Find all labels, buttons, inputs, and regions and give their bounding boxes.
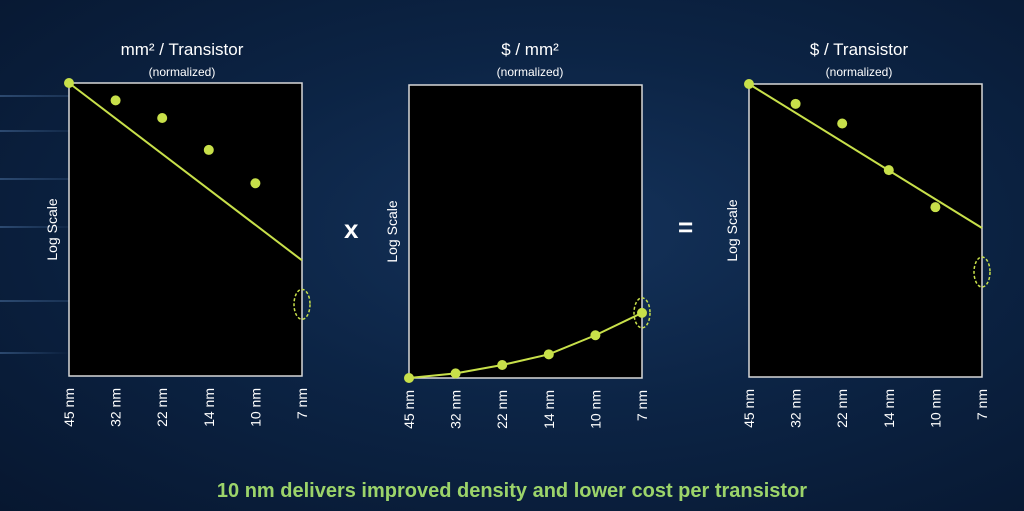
data-point	[590, 330, 601, 341]
highlight-ellipse	[293, 288, 311, 321]
plot-area	[408, 84, 643, 379]
data-point	[790, 98, 801, 109]
x-tick-label: 22 nm	[154, 388, 170, 427]
x-tick-label: 10 nm	[927, 389, 943, 428]
x-tick-label: 14 nm	[201, 388, 217, 427]
trend-line	[748, 83, 983, 229]
highlight-ellipse	[633, 297, 651, 329]
x-tick-label: 10 nm	[247, 388, 263, 427]
background-streak	[0, 130, 90, 132]
y-axis-label: Log Scale	[44, 198, 60, 260]
data-point	[543, 349, 554, 360]
data-point	[404, 373, 414, 383]
chart-1-title: mm² / Transistor	[120, 40, 244, 59]
chart-2-title: $ / mm²	[501, 40, 559, 59]
chart-1-subtitle: (normalized)	[148, 65, 216, 79]
highlight-ellipse	[973, 256, 991, 288]
chart-2-subtitle: (normalized)	[496, 65, 564, 79]
data-point	[110, 95, 121, 106]
background-streak	[0, 226, 80, 228]
trend-line	[68, 82, 303, 262]
y-axis-label: Log Scale	[724, 199, 740, 261]
data-point	[883, 165, 894, 176]
data-point	[250, 178, 261, 189]
equals-operator: =	[678, 212, 694, 242]
background-streak	[0, 352, 70, 354]
data-point	[744, 79, 754, 89]
x-tick-label: 22 nm	[834, 389, 850, 428]
x-tick-label: 45 nm	[61, 388, 77, 427]
x-tick-label: 14 nm	[881, 389, 897, 428]
chart-3-subtitle: (normalized)	[825, 65, 893, 79]
x-tick-label: 7 nm	[294, 388, 310, 419]
series-line	[408, 311, 643, 379]
background-streak	[0, 95, 130, 97]
multiply-operator: x	[344, 214, 359, 244]
data-point	[497, 360, 508, 371]
data-point	[837, 118, 848, 129]
data-point	[930, 202, 941, 213]
x-tick-label: 32 nm	[108, 388, 124, 427]
background-streak	[0, 300, 120, 302]
footer-caption: 10 nm delivers improved density and lowe…	[216, 480, 808, 502]
x-tick-label: 7 nm	[634, 390, 650, 421]
x-tick-label: 45 nm	[741, 389, 757, 428]
chart-3-title: $ / Transistor	[809, 40, 909, 59]
y-axis-label: Log Scale	[384, 200, 400, 262]
data-point	[64, 78, 74, 88]
data-point	[450, 368, 461, 379]
x-tick-label: 7 nm	[974, 389, 990, 420]
x-tick-label: 22 nm	[494, 390, 510, 429]
plot-area	[68, 82, 303, 377]
x-tick-label: 45 nm	[401, 390, 417, 429]
data-point	[157, 113, 168, 124]
x-tick-label: 32 nm	[448, 390, 464, 429]
x-tick-label: 32 nm	[788, 389, 804, 428]
data-point	[203, 144, 214, 155]
plot-area	[748, 83, 983, 378]
x-tick-label: 14 nm	[541, 390, 557, 429]
background-streak	[0, 178, 110, 180]
x-tick-label: 10 nm	[587, 390, 603, 429]
data-point	[637, 307, 647, 318]
